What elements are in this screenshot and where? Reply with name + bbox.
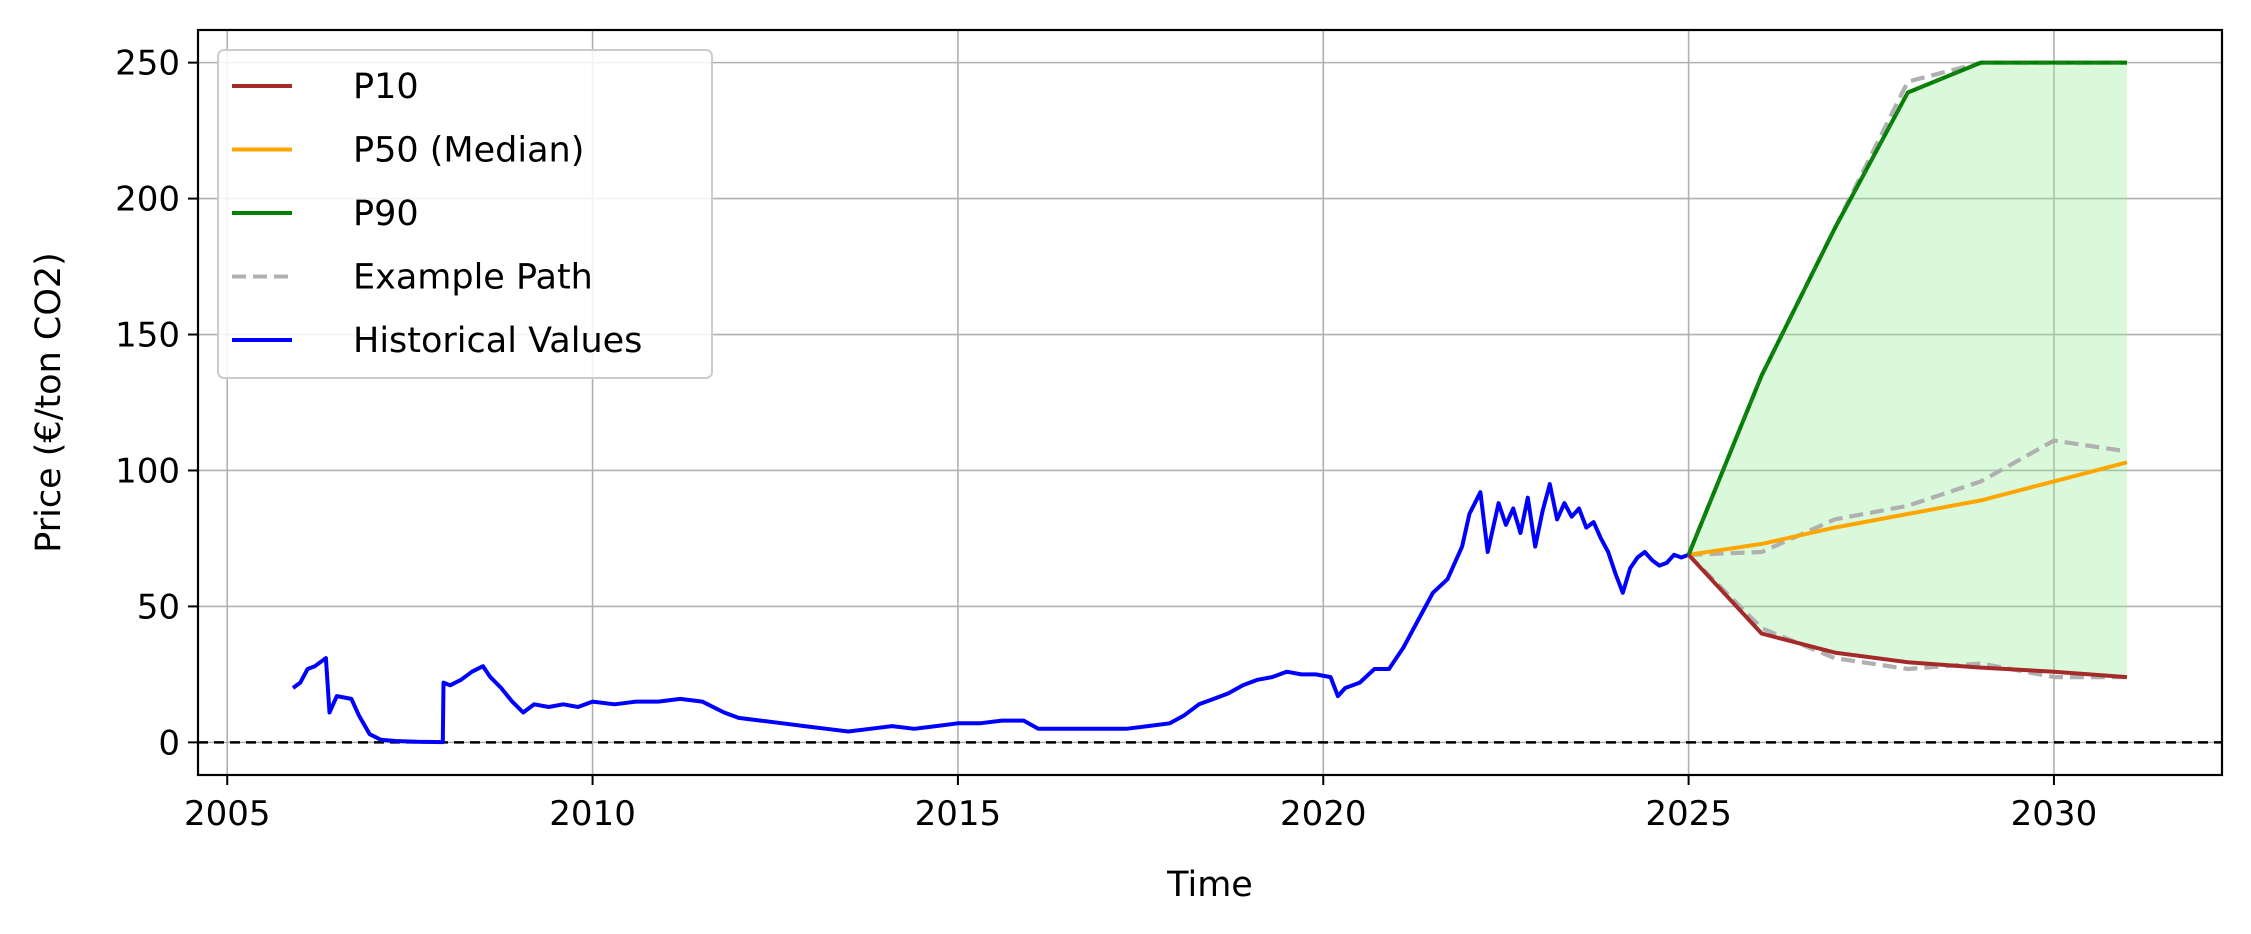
series-line-p90-overlay [1687, 61, 2127, 556]
y-tick-label: 150 [115, 316, 180, 356]
p10-p90-band [1688, 62, 2128, 678]
x-tick-label: 2015 [915, 794, 1002, 834]
x-axis-title: Time [1166, 865, 1253, 905]
x-tick-label: 2005 [184, 794, 271, 834]
legend-label-p90: P90 [353, 194, 419, 234]
legend-label-historical-values: Historical Values [353, 321, 642, 361]
legend: P10 P50 (Median) P90 Example Path Historical… [217, 49, 713, 379]
x-tick-label: 2030 [2011, 794, 2098, 834]
axes-frame [196, 28, 2224, 777]
legend-label-p10: P10 [353, 67, 419, 107]
series-layer [291, 60, 2128, 745]
y-tick-label: 0 [158, 723, 180, 763]
x-tick-label: 2020 [1280, 794, 1367, 834]
series-line-example-path [1688, 438, 2128, 557]
y-tick-label: 200 [115, 180, 180, 220]
x-tick-label: 2010 [549, 794, 636, 834]
y-tick-label: 50 [137, 587, 180, 627]
series-line-example-path [1687, 553, 2127, 680]
plot-frame [196, 28, 2224, 777]
legend-box [217, 49, 713, 379]
tick-layer: 2005 2010 2015 2020 2025 2030 0 50 100 150 200 250 [115, 44, 2097, 834]
series-line-historical-values [291, 482, 1690, 745]
y-axis-title: Price (€/ton CO2) [29, 252, 69, 553]
series-line-p10 [1687, 553, 2128, 680]
legend-label-p50-median: P50 (Median) [353, 131, 584, 171]
y-tick-label: 250 [115, 44, 180, 84]
fill-area-layer [1688, 62, 2128, 678]
y-tick-label: 100 [115, 451, 180, 491]
legend-label-example-path: Example Path [353, 258, 593, 298]
series-line-p50-median [1688, 460, 2128, 557]
x-tick-label: 2025 [1645, 794, 1732, 834]
